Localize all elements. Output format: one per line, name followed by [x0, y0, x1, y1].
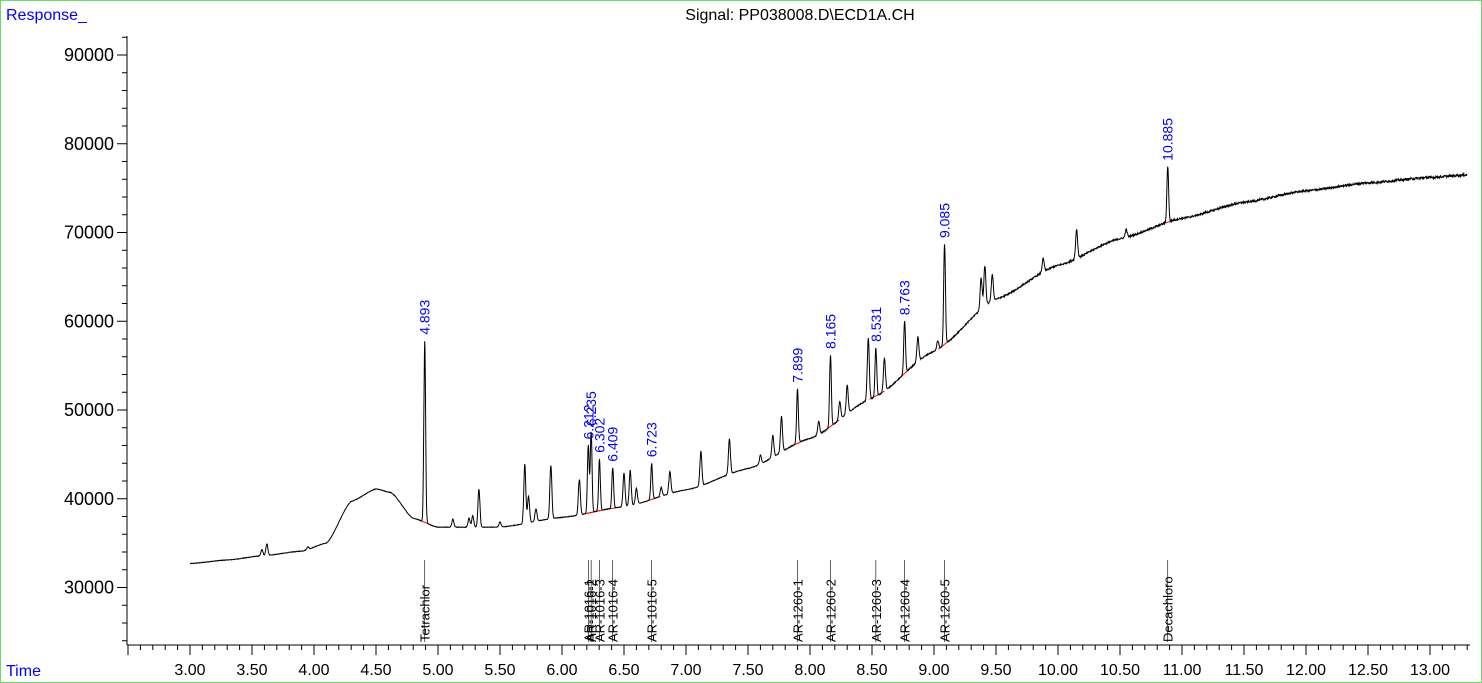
x-tick-label: 9.00 [918, 662, 949, 679]
x-tick-label: 10.50 [1100, 662, 1140, 679]
compound-label: AR-1260-5 [938, 579, 953, 642]
x-tick-label: 4.50 [360, 662, 391, 679]
peak-label: 6.409 [605, 426, 621, 461]
x-tick-label: 10.00 [1038, 662, 1078, 679]
peak-label: 4.893 [417, 300, 433, 335]
x-tick-label: 9.50 [980, 662, 1011, 679]
axes [126, 36, 1470, 646]
x-tick-label: 4.00 [298, 662, 329, 679]
peak-label: 7.899 [789, 347, 805, 382]
y-tick-label: 80000 [64, 134, 114, 154]
signal-trace-group [189, 166, 1468, 565]
peak-label: 10.885 [1160, 118, 1176, 161]
compound-label: AR-1016-3 [592, 579, 607, 642]
compound-label: AR-1260-3 [869, 579, 884, 642]
x-tick-label: 5.50 [484, 662, 515, 679]
compound-label: Tetrachlor [418, 584, 433, 642]
x-tick-label: 11.00 [1163, 662, 1202, 679]
x-tick-label: 6.00 [546, 662, 577, 679]
y-tick-label: 90000 [64, 45, 114, 65]
peak-label: 6.212 [580, 404, 596, 439]
compound-label: AR-1260-4 [898, 579, 913, 642]
x-tick-label: 12.00 [1286, 662, 1326, 679]
x-tick-label: 8.00 [794, 662, 825, 679]
x-axis-label: Time [6, 663, 41, 680]
compound-label: Decachloro [1161, 576, 1176, 642]
x-tick-label: 3.00 [174, 662, 205, 679]
axis-ticks: 3.00 3.50 4.00 4.50 5.00 5.50 6.00 6.50 7.00 7.50… [64, 36, 1468, 679]
peak-label: 8.165 [822, 314, 838, 349]
x-tick-label: 11.50 [1225, 662, 1264, 679]
compound-label: AR-1016-4 [606, 579, 621, 642]
x-tick-label: 7.00 [670, 662, 701, 679]
y-tick-label: 50000 [64, 400, 114, 420]
compound-label: AR-1016-5 [645, 579, 660, 642]
peak-label: 6.723 [644, 422, 660, 457]
x-tick-label: 5.00 [422, 662, 453, 679]
y-tick-label: 60000 [64, 311, 114, 331]
y-tick-label: 30000 [64, 578, 114, 598]
peak-label: 6.235 [583, 391, 599, 426]
x-tick-label: 12.50 [1348, 662, 1388, 679]
peak-label: 8.531 [868, 307, 884, 342]
signal-trace [189, 166, 1468, 565]
compound-label: AR-1016-2 [584, 579, 599, 642]
x-tick-label: 8.50 [856, 662, 887, 679]
peak-label: 9.085 [937, 203, 953, 238]
compound-label: AR-1016-1 [581, 579, 596, 642]
peak-label: 6.302 [591, 418, 607, 453]
chart-title: Signal: PP038008.D\ECD1A.CH [685, 7, 914, 24]
y-tick-label: 40000 [64, 489, 114, 509]
peak-label: 8.763 [897, 280, 913, 315]
x-tick-label: 13.00 [1410, 662, 1450, 679]
x-tick-label: 3.50 [236, 662, 267, 679]
x-tick-label: 7.50 [732, 662, 763, 679]
x-tick-label: 6.50 [608, 662, 639, 679]
y-tick-label: 70000 [64, 223, 114, 243]
compound-label: AR-1260-1 [790, 579, 805, 642]
compound-label: AR-1260-2 [823, 579, 838, 642]
y-axis-label: Response_ [6, 7, 88, 24]
compound-labels: Tetrachlor AR-1016-1AR-1016-2AR-1016-3AR-… [418, 560, 1176, 642]
